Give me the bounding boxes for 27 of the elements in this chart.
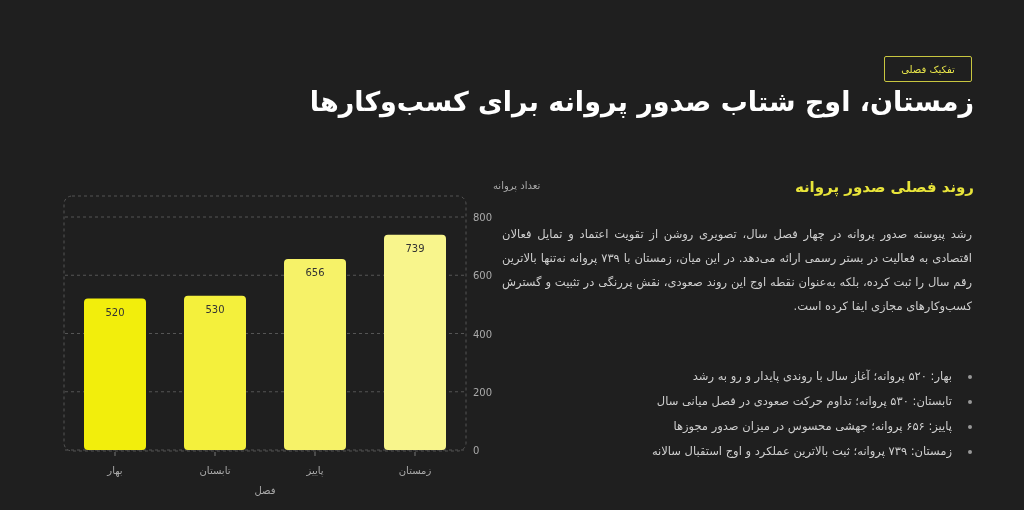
x-axis-title: فصل <box>254 485 276 496</box>
y-axis-title: تعداد پروانه <box>493 180 541 192</box>
y-tick-label: 200 <box>473 386 493 398</box>
data-label: 530 <box>205 303 225 315</box>
bar <box>284 258 346 450</box>
y-tick-label: 600 <box>473 270 493 282</box>
text: رشد پیوسته صدور پروانه در چهار فصل سال، تصویری روشن از تقویت اعتماد و تمایل فعالان اقتصادی به فعالیت در بستر رسمی ارائه می‌دهد. در این میان، زمستان با ۷۳۹ پروانه نه‌تنها بالاترین رقم سال را ثبت کرده، بلکه به‌عنوان نقطه اوج این روند صعودی، نقش پررنگی در تثبیت و گسترش کسب‌وکارهای مجازی ایفا کرده است. <box>502 226 972 315</box>
text: تفکیک فصلی <box>884 56 972 82</box>
text: زمستان: ۷۳۹ پروانه؛ ثبت بالاترین عملکرد و اوج استقبال سالانه <box>650 443 953 460</box>
data-label: 656 <box>305 266 325 278</box>
text: زمستان، اوج شتاب صدور پروانه برای کسب‌وکارها <box>308 86 974 117</box>
data-label: 739 <box>405 242 425 254</box>
text: پاییز: ۶۵۶ پروانه؛ جهشی محسوس در میزان صدور مجوزها <box>672 418 953 436</box>
y-tick-label: 0 <box>473 445 480 456</box>
x-tick-label: پاییز <box>305 465 324 477</box>
bar <box>84 298 146 450</box>
x-tick-label: بهار <box>106 465 123 477</box>
y-tick-label: 400 <box>473 328 493 340</box>
text: روند فصلی صدور پروانه <box>794 178 974 196</box>
text: تابستان: ۵۳۰ پروانه؛ تداوم حرکت صعودی در فصل میانی سال <box>655 393 953 410</box>
bar <box>384 234 446 450</box>
data-label: 520 <box>105 306 125 318</box>
x-tick-label: زمستان <box>398 465 432 476</box>
x-tick-label: تابستان <box>199 465 231 476</box>
text: بهار: ۵۲۰ پروانه؛ آغاز سال با روندی پایدار و رو به رشد <box>691 368 953 385</box>
bar <box>184 295 246 450</box>
y-tick-label: 800 <box>473 212 493 223</box>
